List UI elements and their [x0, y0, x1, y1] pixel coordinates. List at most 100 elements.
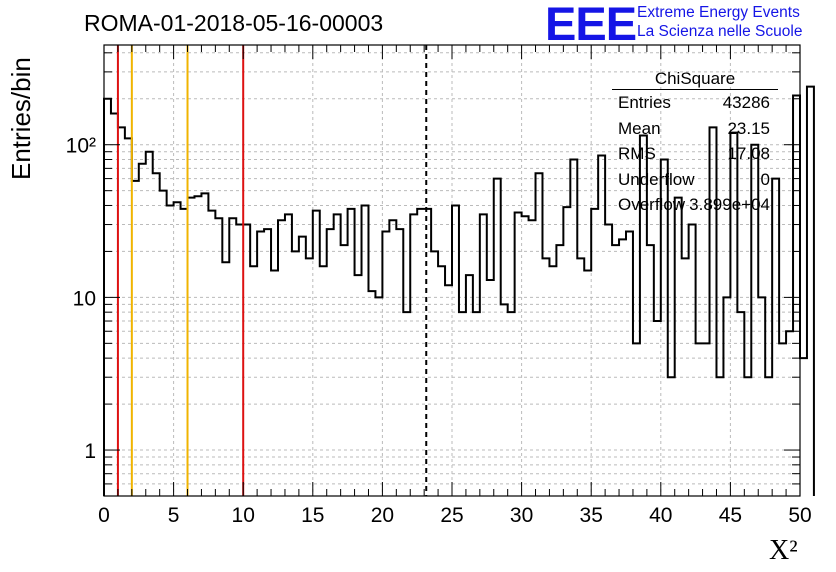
histogram-bin: [167, 205, 174, 496]
chart-title: ROMA-01-2018-05-16-00003: [84, 10, 384, 36]
axes: [103, 44, 801, 497]
histogram-bin: [689, 225, 696, 496]
histogram-bin: [716, 377, 723, 496]
stats-row-overflow: Overflow 3.899e+04: [612, 192, 778, 218]
histogram-bin: [208, 211, 215, 496]
histogram-bin: [348, 209, 355, 496]
histogram-bins: [103, 85, 815, 496]
eee-logo: EEE: [545, 0, 637, 50]
x-tick-label: 45: [719, 504, 742, 527]
histogram-bin: [480, 214, 487, 496]
histogram-bin: [236, 225, 243, 496]
histogram-bin: [188, 198, 195, 496]
histogram-bin: [570, 160, 577, 496]
histogram-bin: [772, 179, 779, 496]
histogram-bin: [146, 152, 153, 496]
x-tick-label: 5: [168, 504, 180, 527]
histogram-bin: [744, 377, 751, 496]
stats-box: ChiSquare Entries 43286 Mean 23.15 RMS 1…: [612, 68, 778, 218]
histogram-bin: [375, 297, 382, 496]
histogram-bin: [341, 245, 348, 496]
histogram-bin: [668, 377, 675, 496]
histogram-bin: [431, 251, 438, 496]
histogram-bin: [675, 198, 682, 496]
tick-labels: 0 5 10 15 20 25 30 35 40 45 50 1 10 10²: [66, 135, 812, 527]
histogram-bin: [174, 202, 181, 496]
histogram-bin: [139, 164, 146, 496]
histogram-bin: [438, 266, 445, 496]
stats-title: ChiSquare: [612, 68, 778, 90]
histogram-bin: [800, 358, 807, 496]
histogram-bin: [549, 266, 556, 496]
x-tick-label: 25: [440, 504, 463, 527]
stats-label: RMS: [618, 144, 656, 163]
histogram-bin: [758, 297, 765, 496]
histogram-bin: [215, 218, 222, 496]
histogram-bin: [786, 331, 793, 496]
histogram-bin: [556, 245, 563, 496]
histogram-line: [103, 85, 815, 496]
x-tick-label: 0: [98, 504, 110, 527]
stats-value: 0: [760, 169, 770, 189]
y-tick-label: 1: [84, 440, 96, 463]
x-axis-label: X²: [769, 535, 798, 566]
histogram-bin: [647, 245, 654, 496]
histogram-bin: [410, 214, 417, 496]
x-tick-label: 40: [649, 504, 672, 527]
histogram-bin: [591, 209, 598, 496]
histogram-bin: [466, 275, 473, 496]
vertical-markers: [116, 45, 428, 496]
stats-row-rms: RMS 17.08: [612, 141, 778, 167]
stats-label: Entries: [618, 93, 671, 112]
histogram-bin: [362, 205, 369, 496]
y-axis-label: Entries/bin: [6, 57, 36, 180]
histogram-bin: [132, 181, 139, 496]
logo-caption: Extreme Energy Events La Scienza nelle S…: [637, 3, 802, 41]
histogram-bin: [250, 266, 257, 496]
histogram-bin: [598, 155, 605, 496]
histogram-bin: [243, 225, 250, 496]
histogram-bin: [257, 232, 264, 496]
stats-row-underflow: Underflow 0: [612, 167, 778, 193]
y-tick-label: 10: [73, 287, 96, 310]
x-tick-label: 15: [301, 504, 324, 527]
histogram-bin: [327, 229, 334, 496]
histogram-bin: [723, 297, 730, 496]
histogram-bin: [285, 214, 292, 496]
histogram-bin: [779, 343, 786, 496]
histogram-bin: [536, 173, 543, 496]
histogram-bin: [494, 179, 501, 496]
histogram-bin: [452, 205, 459, 496]
histogram-bin: [501, 304, 508, 496]
stats-label: Mean: [618, 118, 661, 138]
histogram-bin: [515, 212, 522, 496]
histogram-bin: [605, 225, 612, 496]
histogram-bin: [153, 173, 160, 496]
logo-caption-line1: Extreme Energy Events: [637, 4, 800, 21]
histogram-bin: [118, 127, 125, 496]
histogram-bin: [424, 209, 431, 496]
histogram-bin: [807, 87, 814, 496]
y-tick-label: 10²: [66, 135, 96, 158]
stats-value: 17.08: [727, 144, 770, 163]
x-tick-label: 20: [371, 504, 394, 527]
stats-value: 3.899e+04: [689, 195, 770, 214]
stats-value: 43286: [722, 93, 770, 112]
x-tick-label: 35: [580, 504, 603, 527]
histogram-bin: [626, 232, 633, 496]
histogram-bin: [292, 251, 299, 496]
histogram-bin: [382, 232, 389, 496]
logo-caption-line2: La Scienza nelle Scuole: [637, 23, 803, 40]
x-tick-label: 50: [788, 504, 811, 527]
histogram-bin: [194, 196, 201, 496]
stats-row-entries: Entries 43286: [612, 90, 778, 116]
histogram-bin: [264, 229, 271, 496]
histogram-bin: [229, 218, 236, 496]
histogram-bin: [334, 214, 341, 496]
histogram-bin: [612, 245, 619, 496]
stats-value: 23.15: [727, 118, 770, 138]
histogram-bin: [522, 216, 529, 496]
histogram-bin: [201, 193, 208, 496]
stats-label: Underflow: [618, 169, 695, 189]
